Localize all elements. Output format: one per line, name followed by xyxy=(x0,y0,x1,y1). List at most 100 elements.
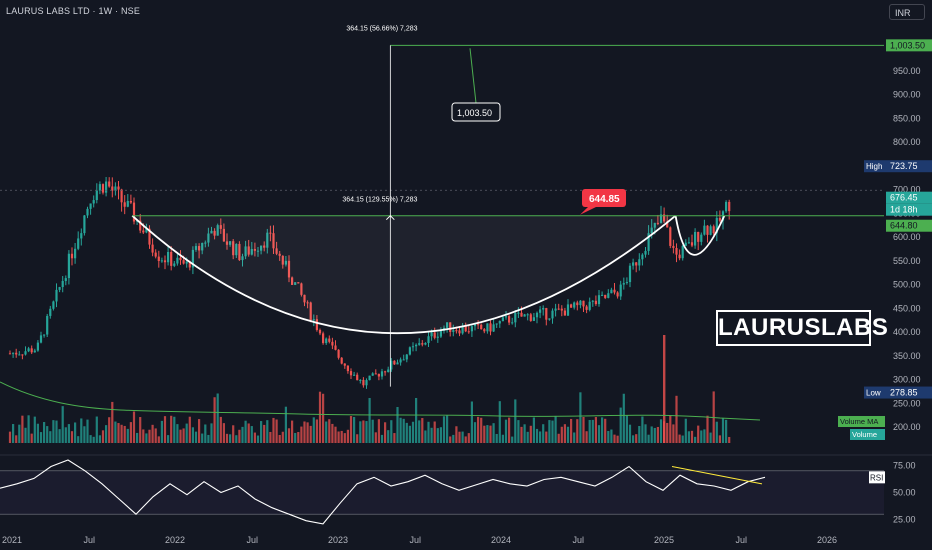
volume-bar xyxy=(498,401,501,443)
volume-bar xyxy=(284,406,287,443)
resistance-badge-pointer xyxy=(580,207,596,215)
candle xyxy=(129,200,132,203)
candle xyxy=(480,324,483,330)
volume-bar xyxy=(377,419,380,443)
candle xyxy=(495,323,498,325)
y-tick-label: 450.00 xyxy=(893,303,921,313)
volume-bar xyxy=(139,417,142,443)
candle xyxy=(436,336,439,338)
volume-bar xyxy=(442,416,446,443)
candle xyxy=(349,371,353,376)
candle xyxy=(315,319,318,330)
volume-bar xyxy=(92,436,95,443)
candle xyxy=(359,379,362,381)
candle xyxy=(61,280,64,288)
candle xyxy=(523,314,526,317)
candle xyxy=(532,317,535,321)
candle xyxy=(108,181,111,187)
volume-bar xyxy=(353,416,356,443)
volume-bar xyxy=(504,419,508,443)
candle xyxy=(715,217,718,234)
volume-bar xyxy=(46,426,49,443)
volume-bar xyxy=(647,434,650,443)
candle xyxy=(390,360,393,370)
volume-bar xyxy=(672,424,675,443)
volume-bar xyxy=(449,436,452,443)
y-tick-label: 500.00 xyxy=(893,280,921,290)
candle xyxy=(260,245,263,251)
candle xyxy=(638,259,641,266)
volume-bar xyxy=(275,419,278,443)
candle xyxy=(635,262,638,266)
candle xyxy=(573,302,576,308)
resistance-price-tag-text: 644.80 xyxy=(890,221,918,231)
volume-bar xyxy=(628,424,632,443)
volume-bar xyxy=(532,417,535,443)
candle xyxy=(55,289,58,302)
volume-bar xyxy=(656,426,659,443)
target-price-tag xyxy=(886,39,932,52)
currency-selector[interactable]: INR xyxy=(889,4,925,20)
candle xyxy=(650,227,653,234)
volume-bar xyxy=(198,419,201,443)
candle xyxy=(703,225,706,235)
volume-bar xyxy=(601,417,604,443)
volume-bar xyxy=(67,424,70,443)
volume-bar xyxy=(622,393,625,443)
candle xyxy=(579,300,582,306)
candle xyxy=(610,289,613,294)
volume-bar xyxy=(39,432,43,443)
candle xyxy=(446,322,449,328)
candle xyxy=(83,215,86,234)
candle xyxy=(123,202,126,207)
candle xyxy=(247,246,250,255)
candle xyxy=(188,261,191,268)
candle xyxy=(563,310,566,316)
candle xyxy=(325,338,328,344)
volume-ma-line xyxy=(0,381,761,421)
volume-bar xyxy=(179,429,182,443)
volume-bar xyxy=(473,422,477,443)
volume-bar xyxy=(89,435,92,443)
candle xyxy=(551,310,554,319)
candle xyxy=(244,246,247,257)
candle xyxy=(725,201,728,212)
candle xyxy=(182,260,185,264)
measure-top-label: 364.15 (56.66%) 7,283 xyxy=(346,25,417,32)
candle xyxy=(511,322,514,324)
candle xyxy=(644,250,647,255)
candle xyxy=(36,342,39,351)
low-label-tag xyxy=(864,386,886,399)
volume-bar xyxy=(170,415,173,443)
volume-bar xyxy=(117,423,120,443)
volume-bar xyxy=(467,433,470,443)
candle xyxy=(21,354,24,356)
volume-bar xyxy=(424,430,427,443)
volume-bar xyxy=(287,428,291,443)
volume-bar xyxy=(185,423,188,443)
countdown-tag-text: 1d 18h xyxy=(890,205,918,215)
volume-bar xyxy=(635,434,638,443)
volume-bar xyxy=(256,435,260,443)
resistance-price-tag xyxy=(886,219,932,232)
volume-bar xyxy=(520,426,523,443)
candle xyxy=(225,241,229,245)
volume-bar xyxy=(95,416,98,443)
volume-bar xyxy=(551,420,554,443)
candle xyxy=(300,283,303,295)
volume-ma-text: Volume MA xyxy=(840,417,878,426)
candle xyxy=(238,243,241,261)
candle xyxy=(415,344,418,347)
x-tick-label: Jul xyxy=(247,535,259,545)
volume-bar xyxy=(340,430,343,443)
volume-bar xyxy=(250,426,253,443)
candle xyxy=(632,262,635,266)
candle xyxy=(539,309,542,313)
volume-bar xyxy=(312,417,315,443)
volume-bar xyxy=(356,434,359,443)
candle xyxy=(18,354,21,356)
volume-bar xyxy=(176,424,179,443)
resistance-badge xyxy=(582,189,626,207)
candle xyxy=(498,321,501,324)
